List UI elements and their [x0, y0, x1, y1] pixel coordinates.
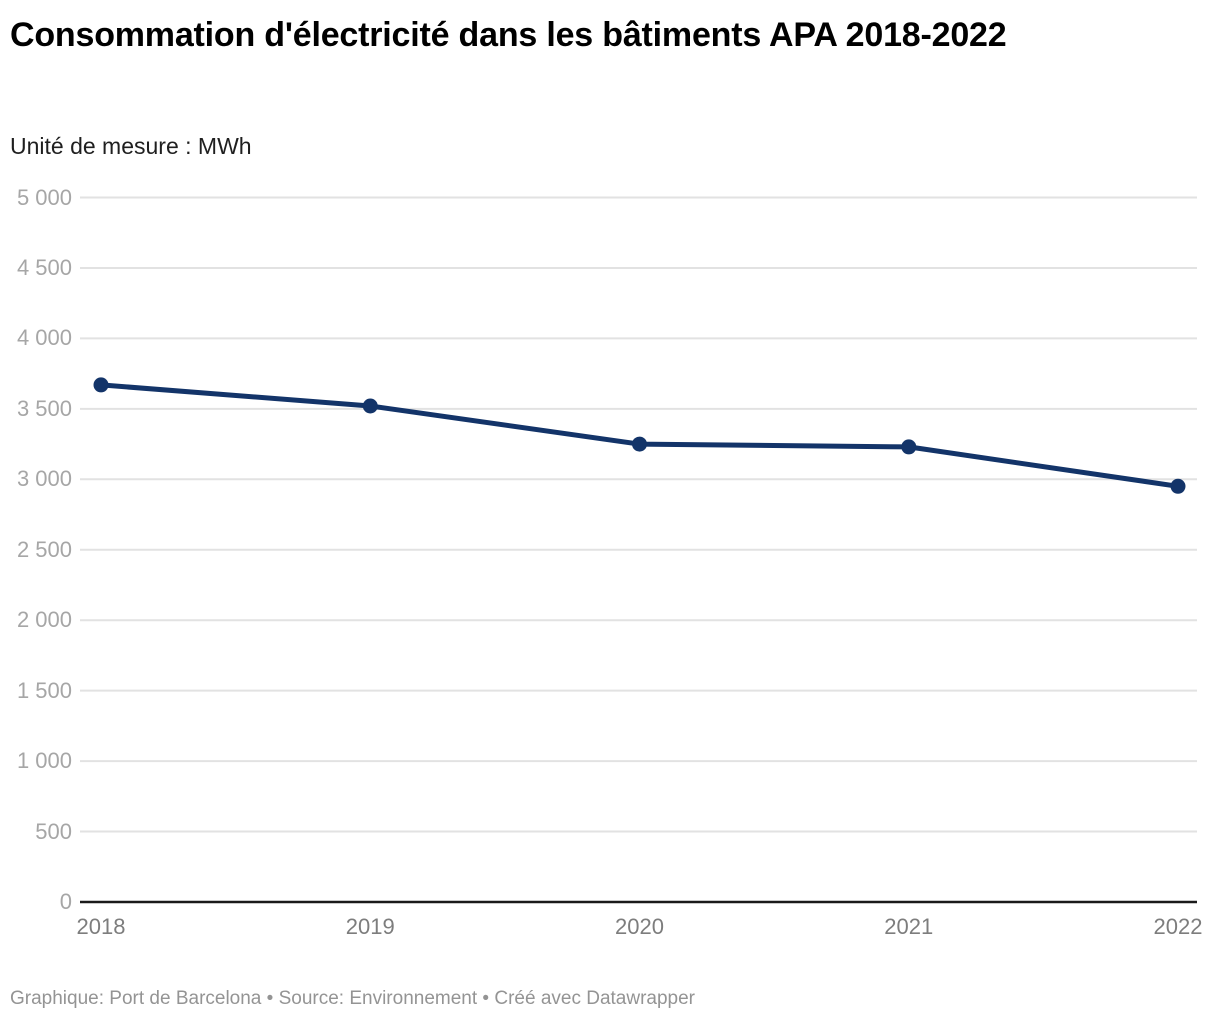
x-tick-label: 2020 [615, 914, 664, 939]
x-tick-label: 2022 [1153, 914, 1203, 939]
y-tick-label: 5 000 [16, 184, 72, 210]
x-tick-label: 2021 [884, 914, 934, 939]
chart-subtitle: Unité de mesure : MWh [10, 133, 252, 159]
data-point-2020[interactable] [632, 436, 647, 452]
chart-footer: Graphique: Port de Barcelona • Source: E… [10, 988, 696, 1009]
x-tick-label: 2018 [76, 914, 126, 939]
y-tick-label: 2 000 [16, 607, 72, 633]
data-line [98, 382, 1181, 489]
y-tick-label: 1 000 [16, 748, 72, 774]
y-tick-label: 3 500 [16, 395, 72, 421]
y-tick-label: 2 500 [16, 536, 72, 562]
y-tick-label: 1 500 [16, 677, 72, 703]
data-point-2021[interactable] [901, 439, 917, 455]
y-tick-label: 3 000 [16, 466, 72, 492]
data-point-2018[interactable] [93, 377, 109, 393]
y-tick-label: 4 000 [16, 325, 72, 351]
y-tick-label: 500 [35, 818, 72, 844]
y-tick-label: 4 500 [16, 254, 72, 280]
x-tick-label: 2019 [345, 914, 395, 939]
data-point-2019[interactable] [362, 398, 378, 414]
data-point-2022[interactable] [1170, 478, 1186, 494]
y-tick-label: 0 [59, 889, 72, 914]
chart-title: Consommation d'électricité dans les bâti… [10, 16, 1007, 54]
